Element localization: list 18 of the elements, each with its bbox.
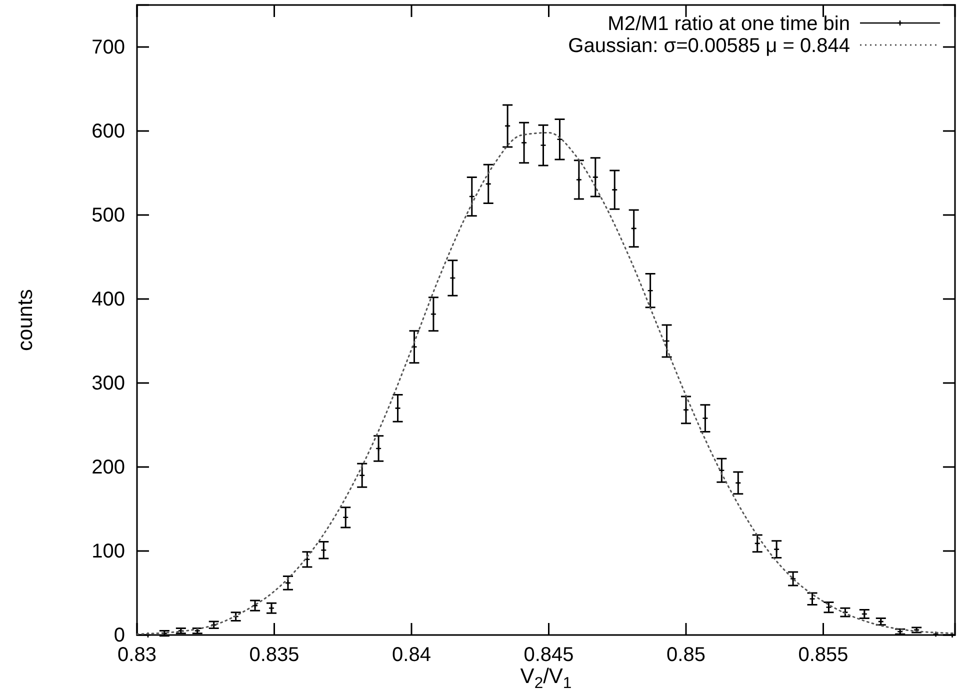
x-tick-label: 0.84 [392,644,431,666]
x-tick-label: 0.85 [666,644,706,666]
x-tick-label: 0.835 [249,644,300,666]
y-tick-label: 400 [92,288,125,310]
x-axis-title: V$_{2}$/V$_{1}$ [520,665,572,692]
y-tick-label: 700 [92,36,125,58]
y-tick-label: 0 [114,624,125,646]
x-tick-label: 0.855 [798,644,848,666]
y-tick-label: 300 [92,372,125,394]
x-tick-label: 0.83 [118,644,156,666]
y-axis-title: counts [14,289,37,351]
x-tick-label: 0.845 [524,644,574,666]
legend-label: M2/M1 ratio at one time bin [608,13,850,35]
legend-label: Gaussian: σ=0.00585 μ = 0.844 [568,35,850,57]
y-tick-label: 100 [92,540,125,562]
y-tick-label: 600 [92,120,125,142]
y-tick-label: 200 [92,456,125,478]
y-tick-label: 500 [92,204,125,226]
